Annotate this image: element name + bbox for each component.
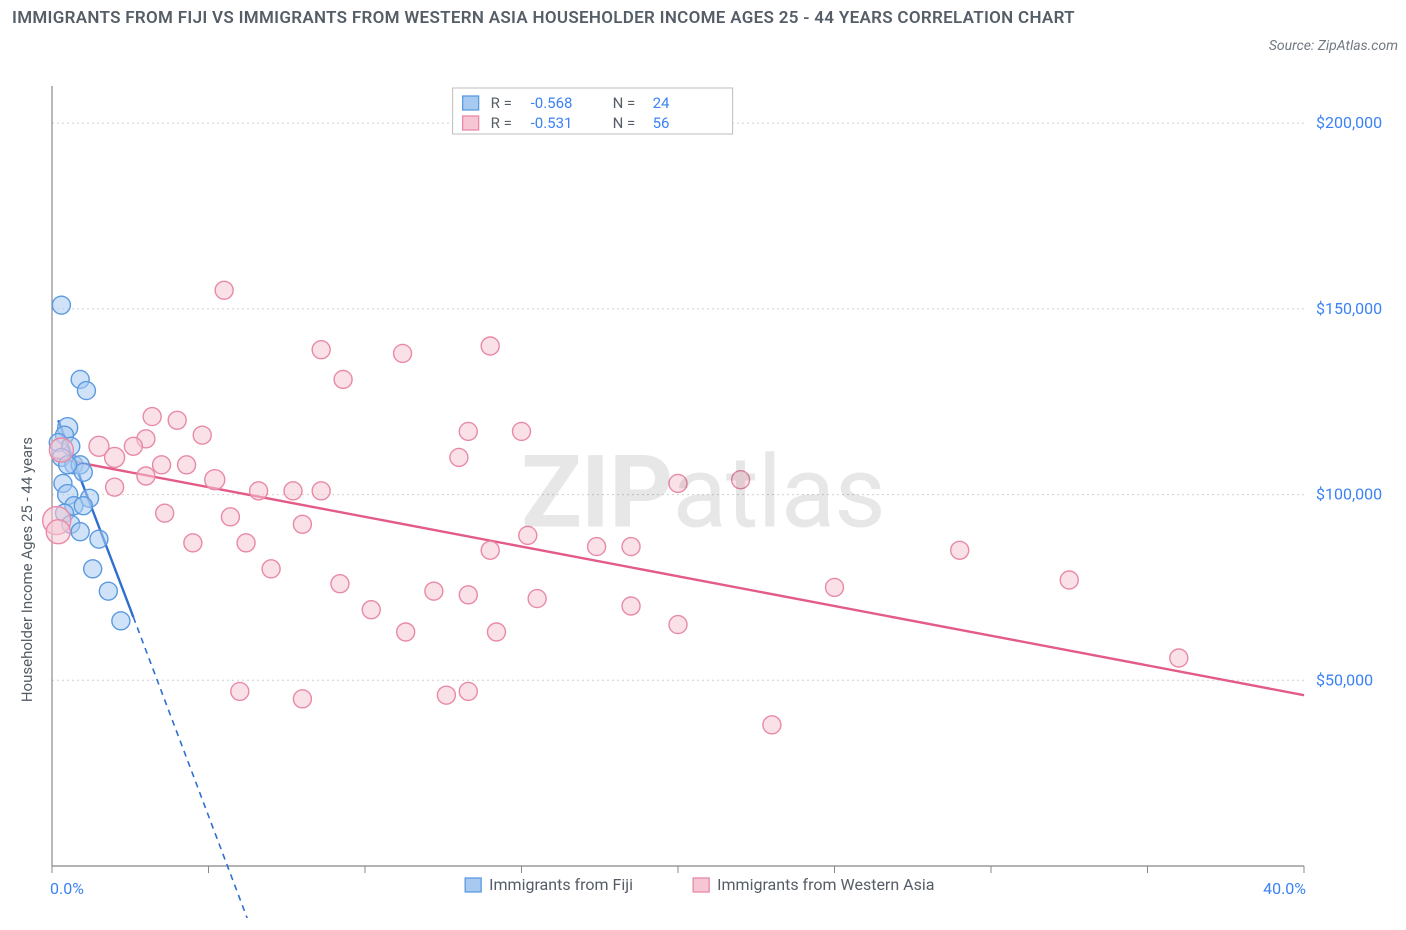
data-point-western_asia [215, 281, 233, 299]
data-point-western_asia [312, 482, 330, 500]
legend-series-label: Immigrants from Fiji [489, 875, 633, 894]
source-attribution: Source: ZipAtlas.com [1269, 38, 1398, 54]
data-point-fiji [52, 296, 70, 314]
data-point-western_asia [513, 422, 531, 440]
data-point-western_asia [481, 541, 499, 559]
data-point-western_asia [193, 426, 211, 444]
data-point-western_asia [519, 526, 537, 544]
legend-swatch [463, 116, 479, 130]
data-point-western_asia [153, 456, 171, 474]
data-point-western_asia [284, 482, 302, 500]
data-point-western_asia [143, 408, 161, 426]
data-point-western_asia [487, 623, 505, 641]
data-point-western_asia [459, 682, 477, 700]
data-point-western_asia [459, 422, 477, 440]
data-point-western_asia [293, 515, 311, 533]
data-point-western_asia [459, 586, 477, 604]
data-point-western_asia [106, 478, 124, 496]
legend-swatch [693, 878, 709, 892]
data-point-western_asia [168, 411, 186, 429]
data-point-western_asia [763, 716, 781, 734]
legend-n-label: N = [613, 94, 636, 112]
y-tick-label: $100,000 [1316, 485, 1382, 504]
data-point-western_asia [397, 623, 415, 641]
legend-r-value: -0.568 [531, 94, 573, 112]
legend-r-label: R = [491, 114, 512, 132]
data-point-western_asia [221, 508, 239, 526]
data-point-fiji [99, 582, 117, 600]
data-point-western_asia [481, 337, 499, 355]
data-point-western_asia [1170, 649, 1188, 667]
y-tick-label: $150,000 [1316, 299, 1382, 318]
legend-n-label: N = [613, 114, 636, 132]
data-point-western_asia [362, 601, 380, 619]
legend-n-value: 56 [653, 114, 670, 132]
data-point-western_asia [46, 520, 70, 544]
data-point-western_asia [425, 582, 443, 600]
data-point-western_asia [394, 344, 412, 362]
data-point-western_asia [137, 467, 155, 485]
data-point-western_asia [732, 471, 750, 489]
legend-swatch [463, 96, 479, 110]
legend-r-value: -0.531 [531, 114, 573, 132]
data-point-fiji [84, 560, 102, 578]
data-point-western_asia [437, 686, 455, 704]
data-point-western_asia [450, 448, 468, 466]
data-point-western_asia [105, 447, 125, 467]
y-tick-label: $200,000 [1316, 113, 1382, 132]
data-point-western_asia [231, 682, 249, 700]
data-point-fiji [77, 382, 95, 400]
data-point-western_asia [588, 538, 606, 556]
legend-series-label: Immigrants from Western Asia [717, 875, 934, 894]
data-point-western_asia [293, 690, 311, 708]
data-point-western_asia [826, 578, 844, 596]
chart-container: ZIPatlas $50,000$100,000$150,000$200,000… [12, 80, 1394, 918]
y-axis-title: Householder Income Ages 25 - 44 years [18, 437, 36, 702]
chart-title: IMMIGRANTS FROM FIJI VS IMMIGRANTS FROM … [12, 6, 1112, 32]
legend-r-label: R = [491, 94, 512, 112]
data-point-western_asia [1060, 571, 1078, 589]
data-point-western_asia [262, 560, 280, 578]
data-point-fiji [90, 530, 108, 548]
data-point-fiji [74, 497, 92, 515]
data-point-western_asia [669, 474, 687, 492]
data-point-fiji [71, 523, 89, 541]
legend-swatch [465, 878, 481, 892]
data-point-western_asia [178, 456, 196, 474]
scatter-chart: $50,000 $100,000 $150,000 $200,000 0.0% 40.0%… [12, 80, 1394, 918]
legend-n-value: 24 [653, 94, 670, 112]
data-point-western_asia [669, 616, 687, 634]
x-max-label: 40.0% [1263, 879, 1306, 898]
data-point-western_asia [184, 534, 202, 552]
data-point-western_asia [156, 504, 174, 522]
data-point-western_asia [331, 575, 349, 593]
data-point-western_asia [237, 534, 255, 552]
data-point-western_asia [124, 437, 142, 455]
data-point-western_asia [312, 341, 330, 359]
data-point-western_asia [250, 482, 268, 500]
x-min-label: 0.0% [50, 879, 84, 898]
data-point-western_asia [528, 590, 546, 608]
data-point-western_asia [205, 470, 225, 490]
data-point-fiji [112, 612, 130, 630]
data-point-western_asia [49, 438, 73, 462]
data-point-western_asia [334, 370, 352, 388]
data-point-western_asia [622, 597, 640, 615]
data-point-western_asia [951, 541, 969, 559]
data-point-western_asia [622, 538, 640, 556]
y-tick-label: $50,000 [1316, 670, 1373, 689]
